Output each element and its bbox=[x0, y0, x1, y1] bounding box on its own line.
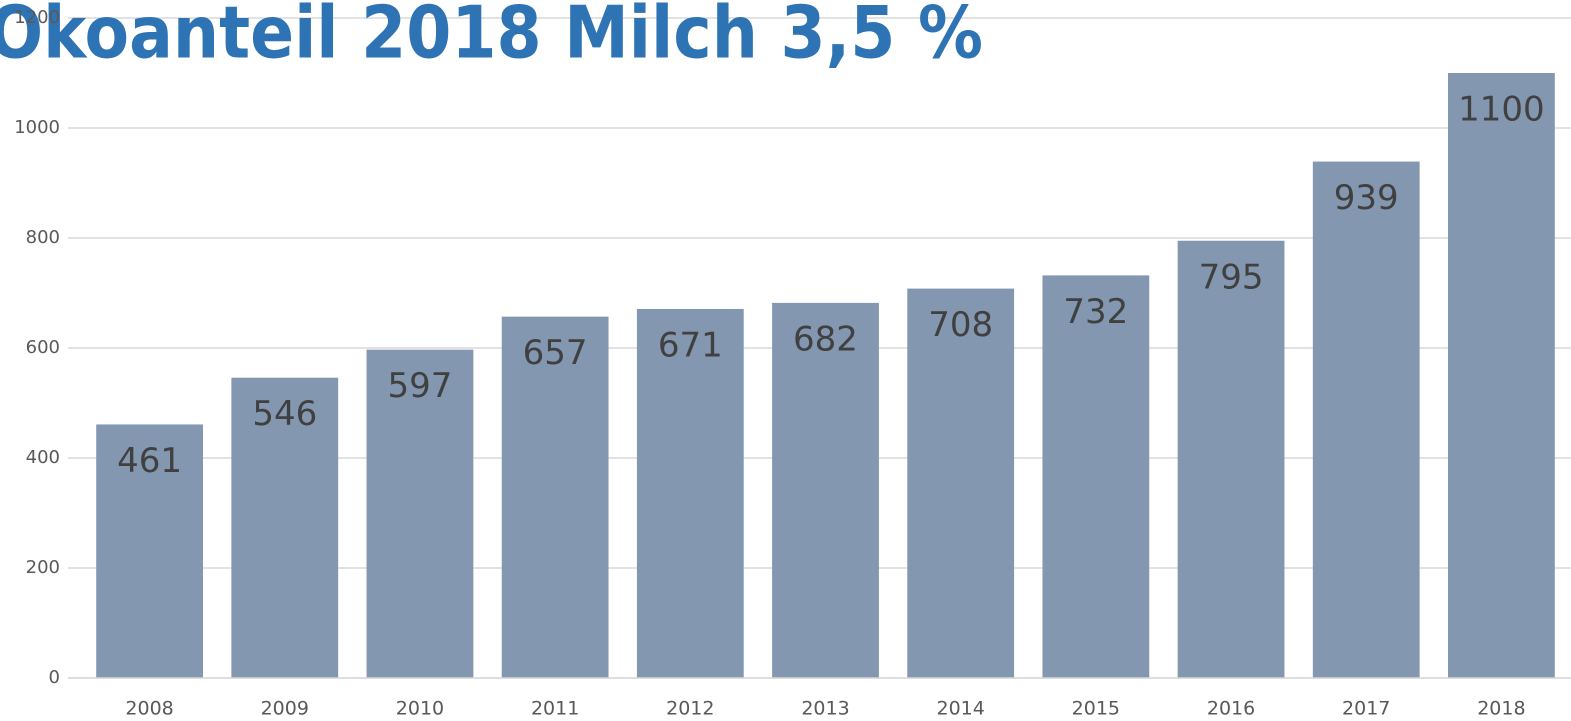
data-label: 732 bbox=[1063, 292, 1128, 332]
data-label: 708 bbox=[928, 305, 993, 345]
bar bbox=[501, 316, 609, 678]
x-tick-label: 2011 bbox=[531, 698, 579, 720]
data-label: 682 bbox=[793, 319, 858, 359]
x-tick-label: 2009 bbox=[261, 698, 309, 720]
data-label: 546 bbox=[252, 394, 317, 434]
bar bbox=[96, 424, 203, 678]
y-tick-label: 800 bbox=[26, 227, 60, 248]
data-label: 671 bbox=[658, 325, 723, 365]
bar bbox=[1042, 275, 1150, 678]
data-label: 461 bbox=[117, 441, 182, 481]
y-tick-label: 200 bbox=[26, 557, 60, 578]
x-tick-label: 2010 bbox=[396, 698, 444, 720]
bar bbox=[772, 302, 879, 678]
y-tick-label: 1200 bbox=[14, 7, 60, 28]
bar bbox=[1177, 240, 1285, 678]
bar bbox=[1448, 73, 1555, 678]
x-tick-label: 2017 bbox=[1342, 698, 1390, 720]
data-label: 939 bbox=[1334, 178, 1399, 218]
x-tick-label: 2008 bbox=[125, 698, 173, 720]
data-label: 795 bbox=[1199, 257, 1264, 297]
y-tick-label: 0 bbox=[49, 667, 60, 688]
data-label: 1100 bbox=[1458, 90, 1545, 130]
bar bbox=[636, 308, 744, 678]
chart-title: Ökoanteil 2018 Milch 3,5 % bbox=[0, 0, 983, 75]
y-tick-label: 400 bbox=[26, 447, 60, 468]
data-label: 597 bbox=[388, 366, 453, 406]
bar bbox=[231, 377, 339, 678]
y-tick-label: 600 bbox=[26, 337, 60, 358]
x-tick-label: 2014 bbox=[937, 698, 985, 720]
bar bbox=[1312, 161, 1420, 679]
x-tick-label: 2012 bbox=[666, 698, 714, 720]
y-tick-label: 1000 bbox=[14, 117, 60, 138]
x-tick-label: 2016 bbox=[1207, 698, 1255, 720]
x-tick-label: 2013 bbox=[801, 698, 849, 720]
bar bbox=[907, 288, 1015, 678]
data-label: 657 bbox=[523, 333, 588, 373]
x-tick-label: 2018 bbox=[1477, 698, 1525, 720]
bar bbox=[366, 349, 474, 678]
x-tick-label: 2015 bbox=[1072, 698, 1120, 720]
